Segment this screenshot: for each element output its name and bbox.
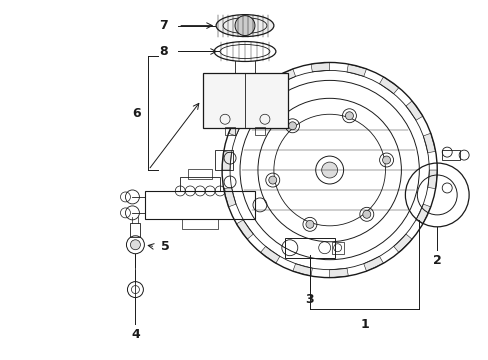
Polygon shape: [236, 220, 253, 239]
Bar: [215, 150, 233, 170]
Polygon shape: [415, 204, 430, 224]
Polygon shape: [247, 87, 265, 106]
Text: 7: 7: [159, 19, 168, 32]
Polygon shape: [228, 116, 243, 136]
Bar: [145, 191, 254, 219]
Bar: [254, 127, 264, 135]
Text: 4: 4: [131, 328, 140, 341]
Circle shape: [268, 176, 276, 184]
Ellipse shape: [216, 15, 273, 37]
Circle shape: [305, 220, 313, 228]
Polygon shape: [405, 101, 422, 120]
Bar: [441, 150, 459, 160]
Circle shape: [382, 156, 390, 164]
Bar: [180, 177, 220, 191]
Text: 3: 3: [305, 293, 313, 306]
Circle shape: [345, 112, 353, 120]
Polygon shape: [393, 234, 411, 252]
Text: 2: 2: [432, 254, 441, 267]
Bar: [182, 219, 218, 229]
Polygon shape: [423, 133, 435, 153]
Circle shape: [288, 122, 296, 130]
Polygon shape: [310, 62, 329, 72]
Bar: [285, 238, 334, 258]
Text: 6: 6: [132, 107, 141, 120]
Polygon shape: [260, 246, 279, 263]
Polygon shape: [363, 256, 383, 271]
Text: 8: 8: [160, 45, 168, 58]
Bar: [203, 73, 287, 128]
Bar: [130, 223, 140, 237]
Bar: [224, 127, 235, 135]
Polygon shape: [224, 187, 236, 207]
Polygon shape: [275, 69, 295, 84]
Polygon shape: [292, 264, 312, 276]
Circle shape: [362, 210, 370, 218]
Text: 5: 5: [161, 240, 169, 253]
Circle shape: [130, 240, 140, 250]
Bar: [188, 169, 212, 179]
Polygon shape: [427, 170, 436, 189]
Circle shape: [321, 162, 337, 178]
Polygon shape: [222, 151, 231, 170]
Polygon shape: [379, 77, 398, 94]
Bar: [331, 242, 343, 254]
Text: 1: 1: [360, 318, 368, 331]
Polygon shape: [329, 268, 347, 278]
Circle shape: [235, 15, 254, 36]
Polygon shape: [346, 64, 366, 76]
